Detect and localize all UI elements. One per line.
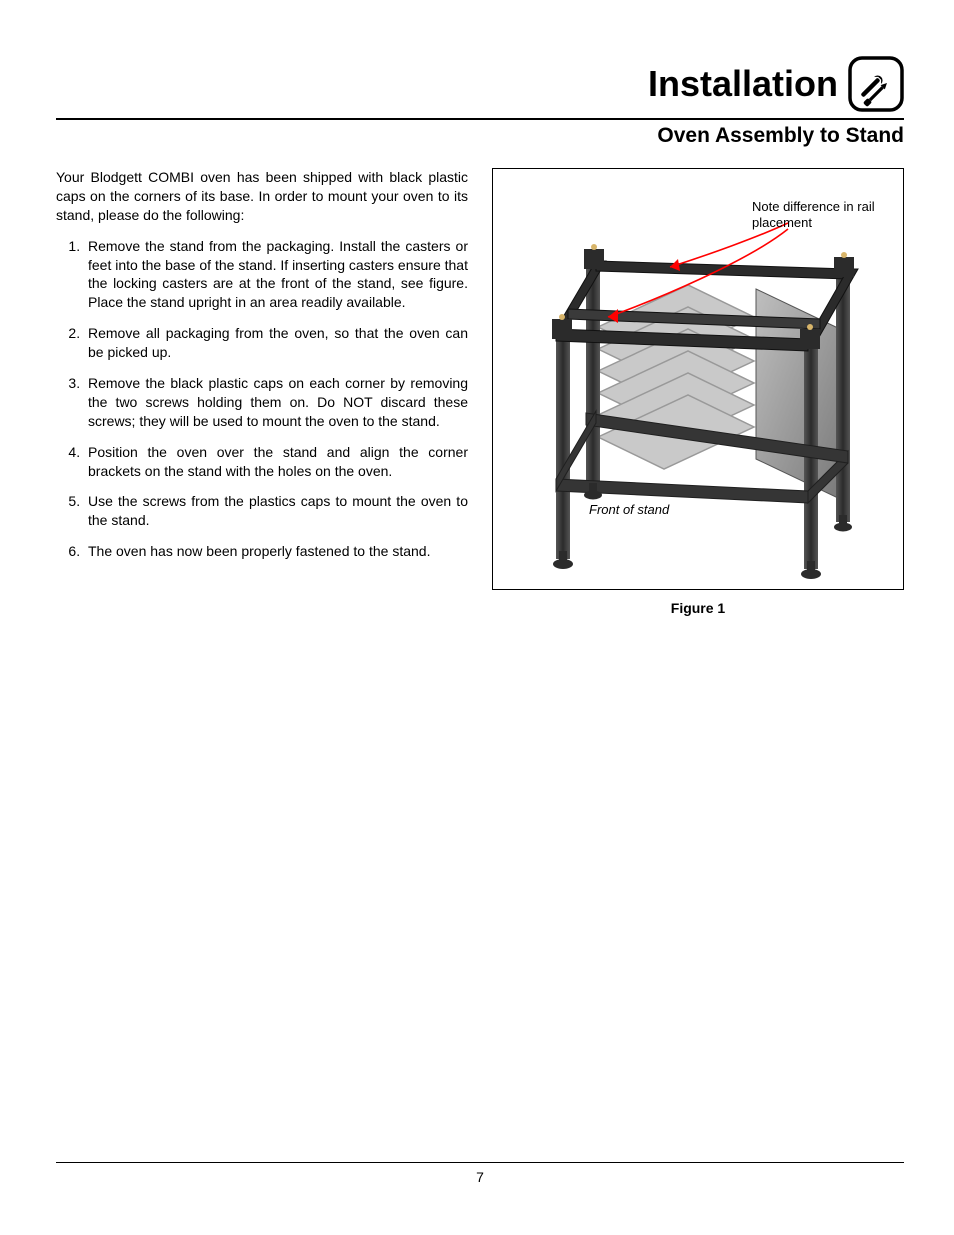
step-item: Remove the black plastic caps on each co… (84, 374, 468, 431)
header-rule (56, 118, 904, 120)
tools-icon (848, 56, 904, 112)
page-number: 7 (56, 1169, 904, 1185)
figure-caption: Figure 1 (671, 600, 725, 616)
steps-list: Remove the stand from the packaging. Ins… (56, 237, 468, 561)
subheader: Oven Assembly to Stand (56, 124, 904, 148)
stand-diagram (508, 179, 888, 579)
intro-paragraph: Your Blodgett COMBI oven has been shippe… (56, 168, 468, 225)
figure-front-label: Front of stand (589, 502, 669, 517)
page-footer: 7 (56, 1162, 904, 1185)
instruction-column: Your Blodgett COMBI oven has been shippe… (56, 168, 468, 573)
figure-callout-note: Note difference in rail placement (752, 199, 887, 230)
step-item: Position the oven over the stand and ali… (84, 443, 468, 481)
footer-rule (56, 1162, 904, 1163)
step-item: Remove all packaging from the oven, so t… (84, 324, 468, 362)
figure-column: Note difference in rail placement Front … (492, 168, 904, 616)
step-item: Remove the stand from the packaging. Ins… (84, 237, 468, 313)
page-header: Installation (56, 56, 904, 112)
figure-frame: Note difference in rail placement Front … (492, 168, 904, 590)
step-item: Use the screws from the plastics caps to… (84, 492, 468, 530)
header-title: Installation (648, 63, 838, 105)
step-item: The oven has now been properly fastened … (84, 542, 468, 561)
